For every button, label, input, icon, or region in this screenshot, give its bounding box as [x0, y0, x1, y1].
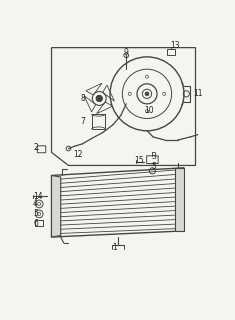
Bar	[35, 220, 43, 226]
Text: 14: 14	[33, 192, 43, 201]
Text: 6: 6	[33, 219, 38, 228]
Circle shape	[96, 95, 102, 101]
Circle shape	[145, 92, 149, 96]
Text: 7: 7	[81, 117, 86, 126]
Text: 5: 5	[152, 163, 157, 172]
Text: 3: 3	[152, 152, 157, 161]
Text: 11: 11	[193, 89, 203, 98]
Bar	[92, 114, 106, 129]
Text: 9: 9	[124, 48, 129, 57]
Text: 12: 12	[73, 150, 82, 159]
Polygon shape	[175, 168, 184, 231]
Text: 1: 1	[112, 243, 117, 252]
Bar	[167, 49, 175, 55]
Text: 15: 15	[134, 156, 144, 164]
Text: 10: 10	[144, 106, 153, 115]
Polygon shape	[51, 175, 61, 237]
Text: 8: 8	[80, 94, 85, 103]
Text: 13: 13	[170, 41, 180, 50]
Text: 5: 5	[33, 210, 38, 219]
Text: 4: 4	[33, 199, 38, 208]
Text: 2: 2	[33, 143, 38, 152]
